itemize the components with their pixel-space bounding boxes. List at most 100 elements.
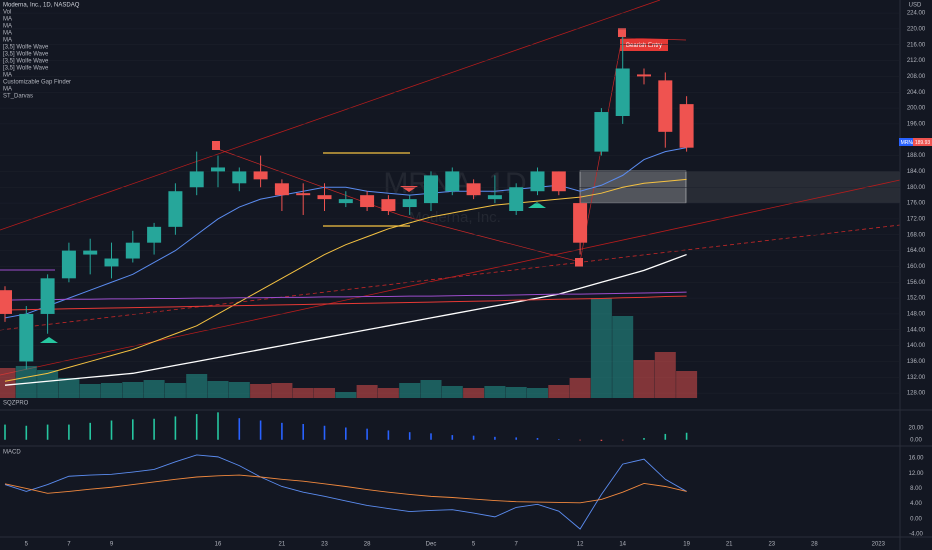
- candle-body: [551, 171, 566, 192]
- y-tick-label: 164.00: [907, 248, 926, 254]
- histogram-bar: [323, 425, 326, 440]
- volume-bar: [207, 381, 229, 398]
- histogram-bar: [302, 424, 304, 440]
- x-tick-label: 7: [515, 542, 519, 548]
- pivot-marker: [618, 28, 626, 37]
- candle-body: [530, 171, 545, 192]
- legend-title: Moderna, Inc., 1D, NASDAQ: [3, 3, 80, 9]
- candle-body: [296, 193, 311, 196]
- volume-bar: [271, 383, 293, 398]
- histogram-bar: [217, 412, 219, 440]
- currency: USD: [909, 3, 922, 9]
- y-tick-label: 0.00: [910, 516, 922, 522]
- x-tick-label: 23: [321, 542, 328, 548]
- x-tick-label: 14: [619, 542, 626, 548]
- volume-bar: [164, 383, 186, 398]
- volume-bar: [186, 374, 208, 398]
- y-tick-label: 216.00: [907, 42, 926, 48]
- annotation-box: [620, 39, 668, 51]
- moving-average: [4, 253, 687, 386]
- histogram-bar: [664, 433, 667, 440]
- y-tick-label: 20.00: [908, 426, 924, 432]
- y-tick-label: 180.00: [907, 185, 926, 191]
- histogram-bar: [408, 432, 411, 440]
- histogram-bar: [174, 416, 177, 440]
- candle-body: [487, 195, 502, 200]
- watermark-sub: Moderna, Inc.: [409, 209, 501, 226]
- volume-bar: [441, 386, 463, 398]
- volume-bar: [420, 380, 442, 398]
- candle-body: [40, 278, 55, 314]
- candle-body: [424, 175, 438, 204]
- moving-average: [4, 295, 687, 311]
- volume-bar: [58, 378, 80, 398]
- candle-body: [509, 187, 524, 212]
- volume-bar: [143, 380, 165, 398]
- histogram-bar: [345, 427, 347, 440]
- candle-body: [445, 171, 460, 192]
- legend-entry: MA: [3, 73, 12, 79]
- histogram-bar: [89, 422, 91, 440]
- histogram-bar: [685, 432, 688, 440]
- histogram-bar: [600, 439, 603, 441]
- candle-body: [615, 68, 630, 116]
- y-tick-label: 140.00: [907, 343, 926, 349]
- volume-bar: [122, 382, 144, 398]
- darvas-box: [579, 170, 687, 204]
- pane-title: MACD: [3, 450, 21, 456]
- volume-bar: [79, 384, 101, 398]
- wolfe-line: [0, 179, 901, 376]
- y-tick-label: 212.00: [907, 58, 926, 64]
- candle-body: [338, 199, 353, 204]
- candle-body: [658, 80, 673, 132]
- histogram-bar: [643, 438, 645, 440]
- legend-entry: MA: [3, 31, 12, 37]
- macd-line: [4, 474, 687, 504]
- y-tick-label: -4.00: [909, 532, 923, 538]
- histogram-bar: [536, 438, 539, 440]
- volume-bar: [484, 386, 506, 398]
- legend-entry: [3,5] Wolfe Wave: [3, 66, 49, 72]
- y-tick-label: 128.00: [907, 391, 926, 397]
- candle-body: [360, 195, 375, 208]
- y-tick-label: 188.00: [907, 153, 926, 159]
- candle-body: [61, 250, 76, 279]
- x-tick-label: 2023: [872, 542, 886, 548]
- x-tick-label: Dec: [426, 542, 437, 548]
- y-tick-label: 152.00: [907, 296, 926, 302]
- signal-arrow: [40, 337, 58, 343]
- y-tick-label: 176.00: [907, 201, 926, 207]
- legend-entry: [3,5] Wolfe Wave: [3, 45, 49, 51]
- wolfe-line: [0, 0, 661, 231]
- volume-bar: [335, 392, 357, 398]
- legend-entry: Vol: [3, 10, 11, 16]
- volume-bar: [15, 366, 37, 398]
- volume-bar: [676, 371, 698, 398]
- candle-body: [168, 191, 183, 227]
- x-tick-label: 23: [768, 542, 775, 548]
- candle-body: [189, 171, 204, 188]
- y-tick-label: 156.00: [907, 280, 926, 286]
- volume-bar: [590, 298, 612, 398]
- histogram-bar: [281, 422, 283, 440]
- histogram-bar: [621, 439, 624, 441]
- histogram-bar: [132, 419, 134, 440]
- candle-body: [317, 195, 332, 200]
- x-tick-label: 7: [67, 542, 71, 548]
- price-tag-symbol: MRNA: [901, 140, 916, 146]
- candle-body: [679, 104, 694, 148]
- volume-bar: [654, 352, 676, 398]
- candle-body: [381, 199, 396, 212]
- volume-bar: [292, 388, 314, 398]
- x-tick-label: 12: [577, 542, 584, 548]
- histogram-bar: [494, 436, 496, 440]
- volume-bar: [463, 388, 485, 398]
- y-tick-label: 168.00: [907, 232, 926, 238]
- histogram-bar: [579, 439, 581, 441]
- histogram-bar: [238, 418, 241, 440]
- moving-average: [4, 291, 687, 301]
- histogram-bar: [259, 420, 262, 440]
- legend-entry: MA: [3, 17, 12, 23]
- y-tick-label: 204.00: [907, 90, 926, 96]
- macd-line: [4, 454, 687, 530]
